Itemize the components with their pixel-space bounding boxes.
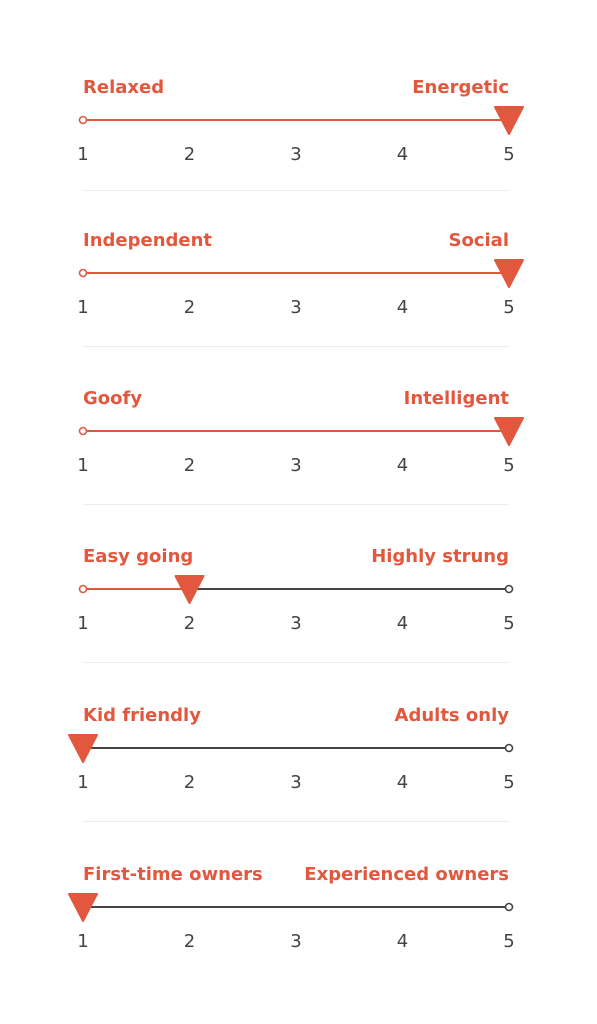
- scale-marker-icon[interactable]: [68, 893, 98, 922]
- section-divider: [83, 190, 509, 191]
- section-divider: [83, 821, 509, 822]
- scale-track[interactable]: [0, 311, 597, 470]
- scale-tick-label: 3: [290, 613, 302, 634]
- scale-marker-icon[interactable]: [494, 259, 524, 288]
- scale-tick-label: 5: [503, 144, 515, 165]
- track-start-dot: [78, 268, 88, 278]
- trait-scale: Goofy Intelligent 1 2 3 4 5: [0, 311, 597, 476]
- trait-scale: First-time owners Experienced owners 1 2 3 4 5: [0, 787, 597, 952]
- scale-track[interactable]: [0, 0, 597, 159]
- scale-tick-label: 1: [77, 613, 89, 634]
- scale-tick-label: 3: [290, 931, 302, 952]
- scale-tick-label: 5: [503, 613, 515, 634]
- trait-scale: Relaxed Energetic 1 2 3 4 5: [0, 0, 597, 165]
- track-end-dot: [504, 743, 514, 753]
- scale-tick-label: 3: [290, 144, 302, 165]
- section-divider: [83, 504, 509, 505]
- scale-tick-label: 1: [77, 931, 89, 952]
- track-start-dot: [78, 426, 88, 436]
- scale-marker-icon[interactable]: [494, 417, 524, 446]
- track-start-dot: [78, 115, 88, 125]
- scale-tick-label: 5: [503, 931, 515, 952]
- scale-tick-label: 3: [290, 297, 302, 318]
- scale-tick-label: 4: [396, 297, 409, 318]
- scale-track[interactable]: [0, 628, 597, 787]
- trait-scale: Easy going Highly strung 1 2 3 4 5: [0, 469, 597, 634]
- scale-track[interactable]: [0, 787, 597, 946]
- scale-right-label: Experienced owners: [304, 864, 509, 885]
- scale-tick-label: 2: [183, 297, 196, 318]
- scale-left-label: First-time owners: [83, 864, 263, 885]
- scale-tick-label: 1: [77, 297, 89, 318]
- scale-track[interactable]: [0, 469, 597, 628]
- scale-tick-label: 2: [183, 144, 196, 165]
- scale-marker-icon[interactable]: [174, 575, 205, 604]
- scale-tick-label: 4: [396, 613, 409, 634]
- scale-left-label: Easy going: [83, 546, 194, 567]
- scale-tick-label: 4: [396, 931, 409, 952]
- trait-scale: Kid friendly Adults only 1 2 3 4 5: [0, 628, 597, 793]
- scale-right-label: Social: [448, 230, 510, 251]
- section-divider: [83, 662, 509, 663]
- scale-right-label: Highly strung: [371, 546, 509, 567]
- scale-tick-label: 2: [183, 613, 196, 634]
- track-end-dot: [504, 902, 514, 912]
- scale-left-label: Kid friendly: [83, 705, 201, 726]
- scale-tick-label: 2: [183, 455, 196, 476]
- scale-right-label: Energetic: [412, 77, 509, 98]
- scale-tick-label: 5: [503, 772, 515, 793]
- scale-left-label: Independent: [83, 230, 213, 251]
- scale-marker-icon[interactable]: [68, 734, 98, 763]
- scale-tick-label: 1: [77, 455, 89, 476]
- scale-tick-label: 5: [503, 455, 515, 476]
- scale-tick-label: 4: [396, 772, 409, 793]
- scale-tick-label: 3: [290, 455, 302, 476]
- scale-left-label: Relaxed: [83, 77, 165, 98]
- section-divider: [83, 346, 509, 347]
- scale-tick-label: 5: [503, 297, 515, 318]
- scale-tick-label: 4: [396, 144, 409, 165]
- trait-scale: Independent Social 1 2 3 4 5: [0, 153, 597, 318]
- scale-left-label: Goofy: [83, 388, 143, 409]
- scale-tick-label: 4: [396, 455, 409, 476]
- scale-tick-label: 1: [77, 144, 89, 165]
- scale-right-label: Adults only: [394, 705, 509, 726]
- scale-tick-label: 3: [290, 772, 302, 793]
- scale-tick-label: 1: [77, 772, 89, 793]
- scale-tick-label: 2: [183, 772, 196, 793]
- scale-tick-label: 2: [183, 931, 196, 952]
- track-end-dot: [504, 584, 514, 594]
- scale-track[interactable]: [0, 153, 597, 312]
- track-start-dot: [78, 584, 88, 594]
- scale-marker-icon[interactable]: [494, 106, 524, 135]
- scale-right-label: Intelligent: [403, 388, 509, 409]
